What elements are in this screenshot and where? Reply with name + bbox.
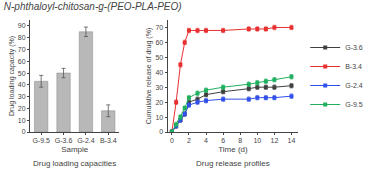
svg-text:30: 30	[155, 84, 163, 91]
svg-text:50: 50	[18, 70, 26, 77]
svg-text:B-3.4: B-3.4	[345, 63, 362, 70]
svg-text:G-3.6: G-3.6	[55, 137, 73, 144]
svg-text:12: 12	[271, 137, 279, 144]
svg-text:70: 70	[155, 24, 163, 31]
svg-text:60: 60	[155, 39, 163, 46]
svg-text:N-phthaloyl-chitosan-g-(PEO-PL: N-phthaloyl-chitosan-g-(PEO-PLA-PEO)	[4, 1, 182, 12]
svg-text:Cumulative release of drug (%): Cumulative release of drug (%)	[145, 28, 153, 125]
svg-text:G-3.6: G-3.6	[345, 44, 363, 51]
svg-text:60: 60	[18, 58, 26, 65]
svg-text:20: 20	[155, 99, 163, 106]
svg-text:4: 4	[204, 137, 208, 144]
svg-text:10: 10	[253, 137, 261, 144]
svg-text:50: 50	[155, 54, 163, 61]
svg-text:14: 14	[288, 137, 296, 144]
svg-text:40: 40	[18, 81, 26, 88]
svg-text:30: 30	[18, 93, 26, 100]
svg-text:0: 0	[22, 128, 26, 135]
svg-text:10: 10	[155, 114, 163, 121]
svg-text:Drug loading capacity (%): Drug loading capacity (%)	[8, 36, 16, 116]
svg-text:Time (d): Time (d)	[218, 145, 248, 154]
svg-text:20: 20	[18, 105, 26, 112]
svg-text:G-9.5: G-9.5	[32, 137, 50, 144]
svg-text:0: 0	[159, 128, 163, 135]
svg-text:G-2.4: G-2.4	[345, 82, 363, 89]
svg-text:Drug release profiles: Drug release profiles	[196, 159, 270, 168]
svg-text:8: 8	[238, 137, 242, 144]
svg-text:10: 10	[18, 117, 26, 124]
svg-text:70: 70	[18, 46, 26, 53]
svg-text:2: 2	[187, 137, 191, 144]
svg-text:40: 40	[155, 69, 163, 76]
svg-text:Sample: Sample	[61, 145, 89, 154]
svg-text:80: 80	[18, 34, 26, 41]
svg-text:6: 6	[221, 137, 225, 144]
svg-text:0: 0	[170, 137, 174, 144]
svg-text:Drug loading capacities: Drug loading capacities	[33, 159, 116, 168]
svg-text:G-9.5: G-9.5	[345, 101, 363, 108]
svg-text:90: 90	[18, 22, 26, 29]
svg-text:B-3.4: B-3.4	[100, 137, 117, 144]
svg-text:G-2.4: G-2.4	[77, 137, 95, 144]
